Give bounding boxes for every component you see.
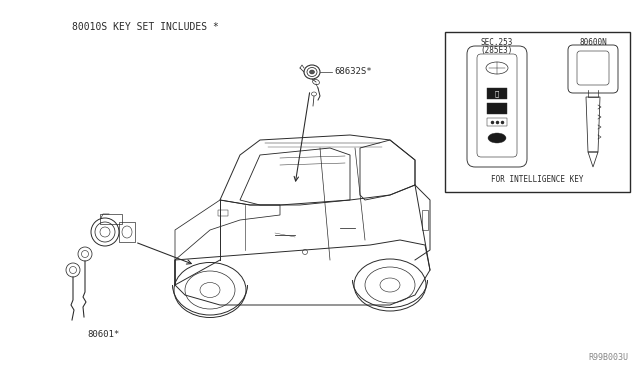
Text: 🔒: 🔒	[495, 91, 499, 97]
Bar	[100, 214, 122, 224]
Bar	[119, 222, 135, 242]
Bar	[487, 88, 507, 99]
Text: 80010S KEY SET INCLUDES *: 80010S KEY SET INCLUDES *	[72, 22, 219, 32]
Ellipse shape	[310, 70, 314, 74]
Text: 80601*: 80601*	[87, 330, 119, 339]
Text: FOR INTELLIGENCE KEY: FOR INTELLIGENCE KEY	[491, 175, 583, 184]
Ellipse shape	[488, 133, 506, 143]
Bar	[422, 210, 428, 230]
Text: (285E3): (285E3)	[481, 46, 513, 55]
Bar	[218, 210, 228, 216]
Bar	[487, 103, 507, 114]
Text: 80600N: 80600N	[579, 38, 607, 47]
Bar	[487, 118, 507, 126]
Text: 68632S*: 68632S*	[334, 67, 372, 77]
Text: SEC.253: SEC.253	[481, 38, 513, 47]
Bar	[445, 32, 630, 192]
Text: R99B003U: R99B003U	[588, 353, 628, 362]
